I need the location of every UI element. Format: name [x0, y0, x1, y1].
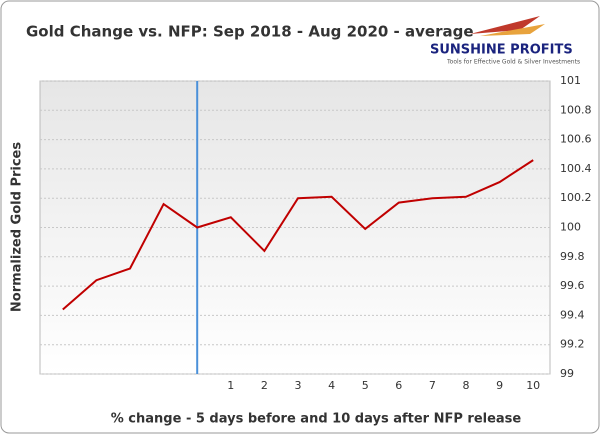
y-tick-label: 100.4	[560, 162, 592, 175]
y-tick-label: 101	[560, 74, 581, 87]
logo-icon	[480, 24, 545, 36]
logo: SUNSHINE PROFITS Tools for Effective Gol…	[430, 16, 580, 66]
x-tick-label: 6	[395, 379, 402, 392]
y-tick-label: 99.8	[560, 250, 585, 263]
y-axis-title: Normalized Gold Prices	[10, 142, 25, 312]
x-tick-label: 5	[362, 379, 369, 392]
y-tick-label: 99.4	[560, 308, 585, 321]
x-tick-label: 10	[526, 379, 540, 392]
y-tick-label: 99	[560, 367, 574, 380]
logo-icon	[470, 16, 540, 34]
y-tick-label: 100.6	[560, 133, 592, 146]
x-tick-label: 9	[496, 379, 503, 392]
y-tick-label: 99.2	[560, 338, 585, 351]
y-tick-label: 100.2	[560, 191, 592, 204]
x-tick-label: 2	[261, 379, 268, 392]
x-tick-label: 4	[328, 379, 335, 392]
y-tick-label: 99.6	[560, 279, 585, 292]
logo-tagline: Tools for Effective Gold & Silver Invest…	[446, 59, 580, 66]
x-axis-title: % change - 5 days before and 10 days aft…	[111, 412, 522, 427]
x-tick-label: 1	[227, 379, 234, 392]
logo-name: SUNSHINE PROFITS	[430, 43, 573, 58]
x-tick-label: 7	[429, 379, 436, 392]
chart-title: Gold Change vs. NFP: Sep 2018 - Aug 2020…	[26, 23, 474, 41]
series-line	[62, 159, 534, 311]
x-tick-label: 3	[295, 379, 302, 392]
y-tick-label: 100	[560, 221, 581, 234]
y-tick-label: 100.8	[560, 103, 592, 116]
x-tick-label: 8	[463, 379, 470, 392]
